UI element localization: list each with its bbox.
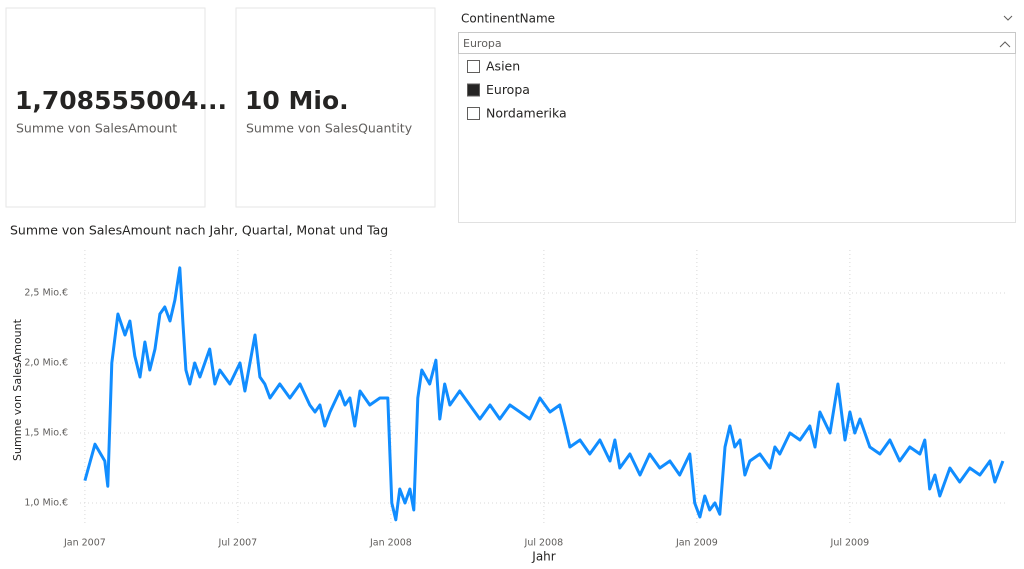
checkbox[interactable] — [467, 107, 480, 120]
slicer-items: Asien Europa Nordamerika — [467, 59, 567, 121]
y-axis-title: Summe von SalesAmount — [11, 318, 24, 461]
checkbox[interactable] — [467, 83, 480, 97]
y-tick-label: 2,0 Mio.€ — [24, 357, 68, 368]
slicer-collapse[interactable] — [1003, 15, 1013, 21]
slicer-title: ContinentName — [461, 12, 555, 26]
slicer-item-label[interactable]: Asien — [486, 59, 520, 74]
x-axis-title: Jahr — [531, 550, 555, 564]
card-label: Summe von SalesQuantity — [246, 121, 413, 136]
checkbox[interactable] — [467, 60, 480, 73]
x-tick-label: Jan 2009 — [675, 538, 718, 549]
slicer-item-label[interactable]: Europa — [486, 82, 530, 97]
card-value: 1,708555004... — [15, 86, 227, 115]
slicer-item-label[interactable]: Nordamerika — [486, 106, 567, 121]
slicer-dropdown-arrow[interactable] — [999, 41, 1011, 48]
x-tick-label: Jul 2009 — [830, 538, 870, 549]
slicer-frame — [458, 32, 1016, 223]
slicer-selection: Europa — [463, 37, 502, 50]
slicer-dropdown[interactable] — [458, 32, 1016, 54]
y-tick-label: 2,5 Mio.€ — [24, 287, 68, 298]
y-tick-label: 1,5 Mio.€ — [24, 428, 68, 439]
plot: 1,0 Mio.€ 1,5 Mio.€ 2,0 Mio.€ 2,5 Mio.€ Jan … — [24, 250, 1005, 549]
x-tick-label: Jul 2008 — [524, 538, 564, 549]
card-frame — [235, 7, 436, 208]
x-tick-label: Jul 2007 — [218, 538, 258, 549]
card-value: 10 Mio. — [245, 86, 349, 115]
y-tick-label: 1,0 Mio.€ — [24, 498, 68, 509]
chart-title: Summe von SalesAmount nach Jahr, Quartal… — [10, 223, 388, 238]
series-line — [83, 266, 1005, 522]
card-frame — [5, 7, 206, 208]
card-label: Summe von SalesAmount — [16, 121, 177, 136]
x-tick-label: Jan 2008 — [369, 538, 412, 549]
x-tick-label: Jan 2007 — [63, 538, 106, 549]
